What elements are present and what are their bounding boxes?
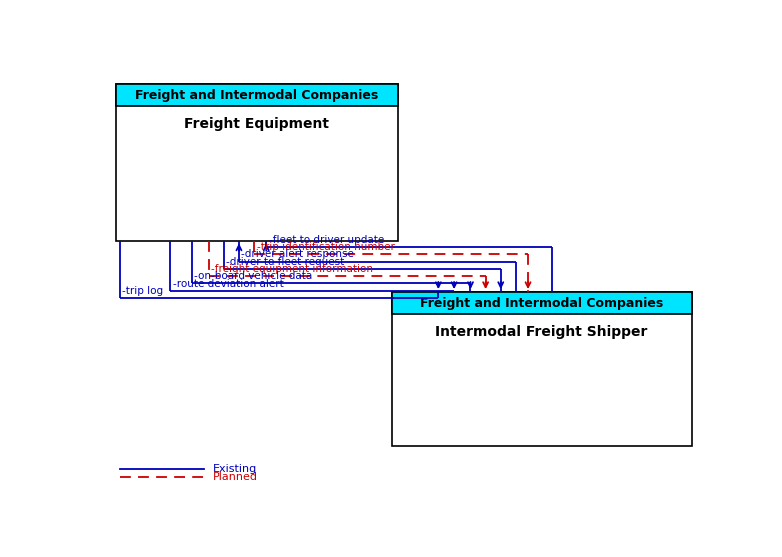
Text: Freight and Intermodal Companies: Freight and Intermodal Companies bbox=[420, 297, 663, 310]
Text: -fleet to driver update: -fleet to driver update bbox=[269, 235, 384, 245]
Text: -trip identification number: -trip identification number bbox=[256, 242, 394, 252]
Text: -on-board vehicle data: -on-board vehicle data bbox=[194, 271, 312, 281]
Text: -freight equipment information: -freight equipment information bbox=[211, 264, 373, 274]
Text: -trip log: -trip log bbox=[122, 286, 163, 296]
Bar bbox=[392, 292, 692, 446]
Bar bbox=[116, 84, 398, 106]
Text: -driver to fleet request: -driver to fleet request bbox=[226, 257, 345, 267]
Text: Intermodal Freight Shipper: Intermodal Freight Shipper bbox=[436, 325, 647, 339]
Text: Planned: Planned bbox=[213, 472, 258, 482]
Bar bbox=[116, 84, 398, 241]
Text: Freight and Intermodal Companies: Freight and Intermodal Companies bbox=[135, 89, 378, 101]
Text: Freight Equipment: Freight Equipment bbox=[185, 117, 329, 131]
Text: -driver alert response: -driver alert response bbox=[242, 250, 354, 260]
Text: -route deviation alert: -route deviation alert bbox=[173, 278, 284, 289]
Text: Existing: Existing bbox=[213, 464, 257, 474]
Bar bbox=[392, 292, 692, 314]
